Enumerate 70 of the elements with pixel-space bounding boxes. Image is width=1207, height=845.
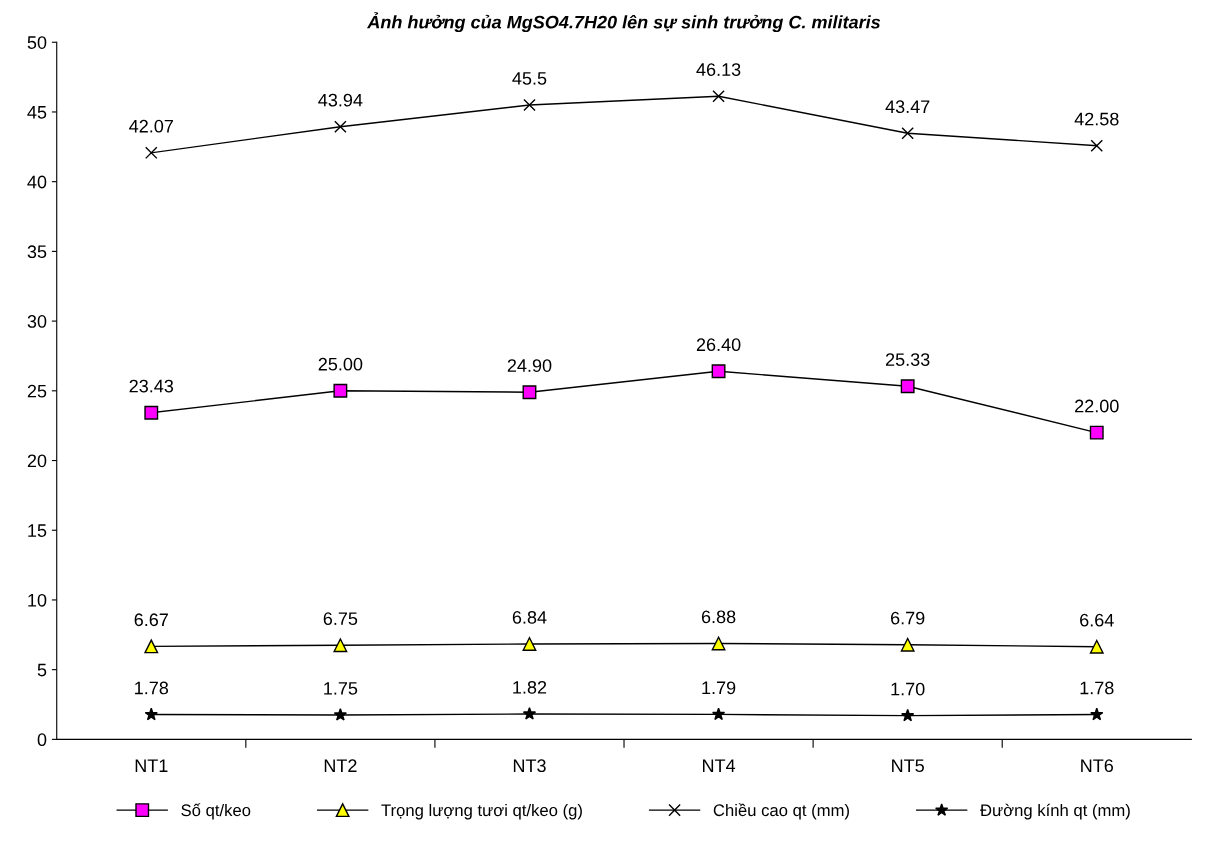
x-tick-label: NT3: [513, 759, 546, 773]
point: [901, 127, 914, 140]
point: [1089, 425, 1104, 440]
y-tick-label: 0: [37, 733, 47, 747]
point: [900, 379, 915, 394]
data-label: 6.64: [1080, 613, 1114, 627]
point: [333, 708, 348, 721]
point: [522, 385, 537, 400]
legend-label: Đường kính qt (mm): [980, 803, 1130, 820]
data-label: 1.78: [1080, 681, 1114, 695]
data-label: 24.90: [507, 359, 552, 372]
point: [1090, 139, 1104, 152]
y-tick-label: 25: [27, 384, 47, 398]
y-tick-label: 15: [28, 524, 47, 537]
point: [144, 405, 159, 420]
point: [144, 639, 159, 654]
point: [901, 708, 915, 722]
x-tick-label: NT1: [135, 759, 168, 772]
legend-label: Trọng lượng tươi qt/keo (g): [381, 803, 582, 820]
legend-label: Chiều cao qt (mm): [713, 803, 849, 820]
data-label: 43.94: [318, 93, 363, 107]
y-tick-label: 40: [27, 175, 47, 189]
data-label: 22.00: [1075, 399, 1119, 413]
point: [1089, 639, 1104, 654]
data-label: 1.70: [891, 682, 925, 696]
data-label: 6.79: [891, 611, 925, 625]
y-tick-label: 45: [27, 106, 47, 119]
y-tick-label: 50: [27, 36, 47, 49]
data-label: 46.13: [696, 63, 741, 76]
chart-title: Ảnh hưởng của MgSO4.7H20 lên sự sinh trưởng C. militaris: [366, 12, 881, 33]
x-tick-label: NT6: [1081, 759, 1114, 773]
y-tick-label: 10: [28, 593, 47, 607]
point: [523, 98, 536, 112]
data-label: 45.5: [512, 72, 547, 85]
point: [144, 707, 158, 721]
point: [712, 89, 725, 103]
point: [145, 146, 158, 160]
data-label: 6.84: [512, 610, 547, 624]
y-tick-label: 5: [37, 663, 47, 677]
data-label: 42.07: [129, 119, 173, 133]
y-tick-label: 20: [27, 454, 47, 468]
point: [711, 364, 726, 379]
data-label: 6.67: [134, 613, 168, 627]
point: [333, 638, 348, 653]
data-label: 6.88: [701, 610, 736, 624]
data-label: 23.43: [129, 379, 174, 393]
y-tick-label: 30: [27, 315, 47, 328]
y-tick-label: 35: [27, 245, 47, 259]
data-label: 1.75: [324, 682, 358, 695]
x-tick-label: NT2: [324, 759, 357, 772]
data-label: 25.00: [318, 357, 363, 371]
point: [522, 707, 537, 720]
data-label: 26.40: [696, 338, 741, 352]
point: [711, 636, 726, 651]
x-tick-label: NT5: [892, 759, 924, 773]
data-label: 6.75: [323, 612, 358, 626]
data-label: 43.47: [885, 100, 930, 114]
point: [334, 120, 347, 133]
data-label: 1.78: [135, 681, 169, 695]
point: [1090, 707, 1104, 721]
point: [711, 707, 726, 721]
data-label: 42.58: [1074, 112, 1119, 126]
data-label: 1.79: [702, 681, 736, 695]
data-label: 25.33: [885, 353, 930, 366]
x-tick-label: NT4: [702, 759, 736, 772]
legend-label: Số qt/keo: [181, 803, 251, 820]
point: [900, 637, 915, 652]
point: [333, 383, 348, 398]
point: [522, 637, 537, 651]
data-label: 1.82: [513, 680, 547, 694]
